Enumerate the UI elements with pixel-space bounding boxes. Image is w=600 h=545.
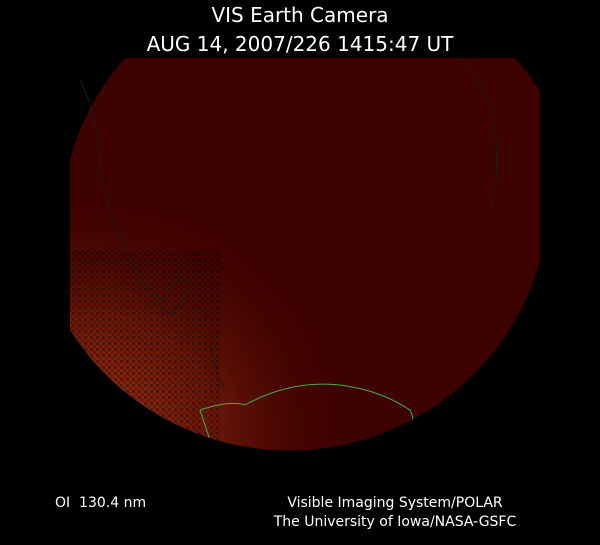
wavelength: OI 130.4 nm [55,495,146,511]
title: VIS Earth Camera [211,3,388,27]
credit-line: The University of Iowa/NASA-GSFC [273,514,517,530]
timestamp: AUG 14, 2007/226 1415:47 UT [147,32,455,56]
credit-line: Visible Imaging System/POLAR [287,495,503,511]
earth-image [70,58,540,451]
